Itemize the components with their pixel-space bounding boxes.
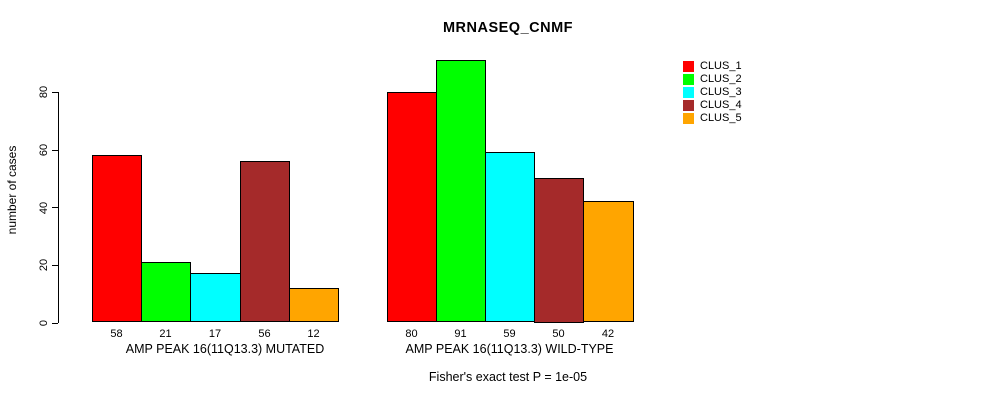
bar-value-label: 58 — [110, 328, 123, 340]
legend-item: CLUS_1 — [683, 60, 742, 73]
y-axis-tick-label: 0 — [38, 319, 50, 327]
legend-label: CLUS_3 — [700, 86, 742, 98]
legend-item: CLUS_5 — [683, 112, 742, 125]
bar-clus_1-group2 — [387, 91, 437, 323]
legend-label: CLUS_2 — [700, 73, 742, 85]
bar-clus_3-group1 — [190, 273, 241, 323]
legend-item: CLUS_4 — [683, 99, 742, 112]
bar-value-label: 17 — [208, 328, 222, 340]
y-axis-tick-label: 80 — [38, 86, 50, 99]
bar-clus_4-group2 — [534, 178, 584, 323]
bar-clus_3-group2 — [485, 152, 535, 323]
footer-annotation: Fisher's exact test P = 1e-05 — [428, 370, 588, 384]
y-axis-tick — [52, 91, 58, 93]
y-axis-tick — [52, 322, 58, 324]
legend-swatch-icon — [683, 74, 694, 85]
bar-clus_5-group2 — [583, 201, 634, 323]
bar-clus_4-group1 — [240, 161, 290, 323]
y-axis-tick — [52, 264, 58, 266]
bar-value-label: 12 — [307, 328, 320, 340]
bar-value-label: 50 — [552, 328, 565, 340]
legend-swatch-icon — [683, 100, 694, 111]
bar-value-label: 91 — [454, 328, 467, 340]
y-axis-tick — [52, 207, 58, 209]
x-axis-group-label: AMP PEAK 16(11Q13.3) MUTATED — [125, 342, 325, 356]
chart-title: MRNASEQ_CNMF — [442, 20, 574, 36]
bar-clus_2-group1 — [141, 261, 191, 323]
y-axis-line — [58, 91, 59, 324]
legend-item: CLUS_3 — [683, 86, 742, 99]
y-axis-tick-label: 20 — [38, 259, 50, 272]
legend-item: CLUS_2 — [683, 73, 742, 86]
legend-swatch-icon — [683, 113, 694, 124]
x-axis-group-label: AMP PEAK 16(11Q13.3) WILD-TYPE — [405, 342, 614, 356]
legend-swatch-icon — [683, 61, 694, 72]
bar-value-label: 42 — [601, 328, 615, 340]
bar-value-label: 80 — [405, 328, 418, 340]
bar-value-label: 21 — [159, 328, 172, 340]
bar-value-label: 59 — [503, 328, 516, 340]
legend-label: CLUS_5 — [700, 112, 742, 124]
bar-clus_5-group1 — [289, 287, 339, 323]
legend-swatch-icon — [683, 87, 694, 98]
legend: CLUS_1 CLUS_2 CLUS_3 CLUS_4 CLUS_5 — [683, 60, 742, 125]
y-axis-tick-label: 40 — [38, 201, 50, 214]
legend-label: CLUS_4 — [700, 99, 742, 111]
bar-clus_2-group2 — [436, 60, 486, 323]
y-axis-tick — [52, 149, 58, 151]
y-axis-tick-label: 60 — [38, 143, 50, 157]
legend-label: CLUS_1 — [700, 60, 742, 72]
bar-clus_1-group1 — [92, 155, 142, 323]
y-axis-label: number of cases — [5, 145, 19, 235]
bar-value-label: 56 — [258, 328, 271, 340]
